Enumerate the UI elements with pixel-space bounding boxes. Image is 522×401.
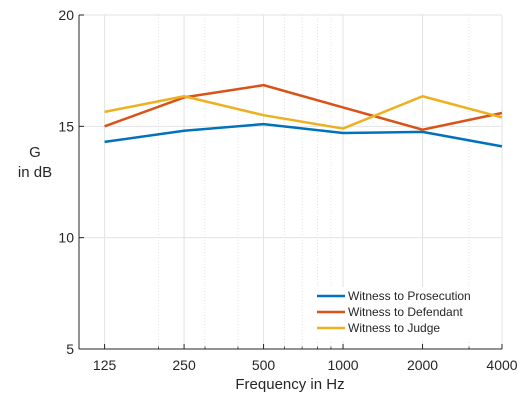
x-tick-label: 125 [93,357,117,373]
y-axis-title-line1: G [29,144,41,161]
y-tick-label: 10 [58,230,74,246]
series-lines [104,83,503,148]
y-tick-label: 15 [58,118,74,134]
series-line [104,95,503,130]
x-tick-label: 500 [252,357,276,373]
series-line [104,83,503,131]
axes [78,14,503,350]
x-tick-label: 1000 [327,357,358,373]
legend-label: Witness to Defendant [348,305,463,319]
legend: Witness to Prosecution Witness to Defenda… [313,287,493,341]
x-axis-title: Frequency in Hz [235,376,344,393]
y-tick-label: 5 [66,341,74,357]
y-tick-label: 20 [58,7,74,23]
x-tick-label: 2000 [407,357,438,373]
tick-labels: 125 250 500 1000 2000 4000 5 10 15 20 [58,7,517,373]
series-line [104,122,503,148]
legend-label: Witness to Prosecution [348,289,471,303]
x-tick-label: 250 [172,357,196,373]
y-axis-title-line2: in dB [18,164,52,181]
x-tick-label: 4000 [486,357,517,373]
legend-label: Witness to Judge [348,321,440,335]
